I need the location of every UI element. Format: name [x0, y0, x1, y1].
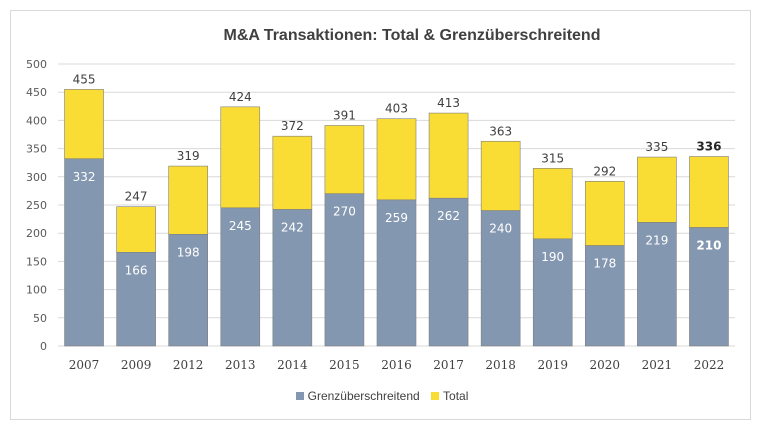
label-grenz-2014: 242 [281, 221, 304, 235]
bar-total-2015 [324, 125, 365, 195]
bar-grenz-2018 [480, 210, 521, 347]
bar-total-2021 [637, 156, 677, 223]
x-axis-ticks: 2007 2009 2012 2013 2014 2015 2016 2017 2018 2019… [69, 358, 724, 372]
y-tick-label-200: 200 [26, 227, 47, 240]
bar-total-2012 [168, 165, 208, 235]
y-tick-label-300: 300 [26, 171, 47, 184]
legend-swatch-total [431, 392, 440, 400]
y-tick-label-500: 500 [26, 58, 47, 71]
bar-total-2020 [585, 181, 625, 246]
bar-grenz-2016 [376, 199, 417, 347]
label-total-2021: 335 [645, 140, 668, 154]
label-grenz-2013: 245 [229, 219, 252, 233]
label-total-2014: 372 [281, 119, 304, 133]
data-labels: 455 332 247 166 319 198 424 245 372 242 391 270 403 2… [73, 72, 722, 277]
bar-grenz-2019 [532, 238, 573, 347]
label-grenz-2022: 210 [696, 239, 721, 253]
x-tick-label-2009: 2009 [121, 358, 152, 372]
label-grenz-2007: 332 [73, 170, 96, 184]
label-total-2007: 455 [73, 72, 96, 86]
bar-total-2009 [116, 206, 156, 253]
x-tick-label-2018: 2018 [485, 358, 516, 372]
x-tick-label-2007: 2007 [69, 358, 100, 372]
x-tick-label-2016: 2016 [381, 358, 412, 372]
label-total-2013: 424 [229, 90, 252, 104]
bar-total-2016 [376, 118, 417, 201]
bar-total-2019 [532, 168, 573, 240]
x-tick-label-2014: 2014 [277, 358, 308, 372]
legend-label-total: Total [443, 389, 469, 403]
label-grenz-2012: 198 [177, 245, 200, 259]
label-total-2020: 292 [593, 164, 616, 178]
label-total-2009: 247 [125, 190, 148, 204]
bar-grenz-2014 [272, 209, 313, 347]
label-grenz-2009: 166 [125, 263, 148, 277]
x-tick-label-2021: 2021 [642, 358, 673, 372]
y-tick-label-400: 400 [26, 114, 47, 127]
bar-grenz-2007 [64, 158, 104, 347]
bar-total-2014 [272, 135, 313, 210]
x-tick-label-2012: 2012 [173, 358, 204, 372]
legend-item-total: Total [431, 389, 468, 403]
label-total-2018: 363 [489, 124, 512, 138]
bar-grenz-2009 [116, 252, 156, 347]
y-tick-label-50: 50 [33, 312, 47, 325]
label-grenz-2020: 178 [593, 257, 616, 271]
bar-grenz-2020 [585, 245, 625, 347]
x-tick-label-2019: 2019 [537, 358, 568, 372]
legend-label-grenz: Grenzüberschreitend [307, 389, 420, 403]
label-grenz-2015: 270 [333, 205, 356, 219]
x-tick-label-2017: 2017 [433, 358, 464, 372]
label-total-2019: 315 [541, 151, 564, 165]
legend-item-grenz: Grenzüberschreitend [295, 389, 420, 403]
y-tick-label-100: 100 [26, 284, 47, 297]
chart-title: M&A Transaktionen: Total & Grenzüberschr… [223, 27, 601, 44]
label-grenz-2019: 190 [541, 250, 564, 264]
label-grenz-2016: 259 [385, 211, 408, 225]
label-total-2016: 403 [385, 102, 408, 116]
y-tick-label-150: 150 [26, 255, 47, 268]
label-total-2015: 391 [333, 108, 356, 122]
bar-total-2013 [220, 106, 261, 209]
x-tick-label-2022: 2022 [694, 358, 725, 372]
label-grenz-2017: 262 [437, 209, 460, 223]
legend-swatch-grenz [295, 392, 304, 400]
bar-grenz-2017 [428, 197, 469, 347]
bar-grenz-2015 [324, 193, 365, 347]
x-tick-label-2015: 2015 [329, 358, 360, 372]
label-grenz-2021: 219 [645, 233, 668, 247]
y-tick-label-350: 350 [26, 143, 47, 156]
bar-total-2017 [428, 112, 469, 199]
y-axis-ticks: 0 50 100 150 200 250 300 350 400 450 500 [26, 58, 47, 353]
legend: Grenzüberschreitend Total [0, 389, 764, 403]
bar-total-2007 [64, 89, 104, 160]
x-tick-label-2013: 2013 [225, 358, 256, 372]
label-grenz-2018: 240 [489, 222, 512, 236]
label-total-2017: 413 [437, 96, 460, 110]
bar-total-2018 [480, 140, 521, 211]
x-tick-label-2020: 2020 [590, 358, 621, 372]
bar-total-2022 [689, 156, 729, 228]
bar-grenz-2022 [689, 227, 729, 347]
y-tick-label-250: 250 [26, 199, 47, 212]
bar-grenz-2021 [637, 222, 677, 347]
label-total-2012: 319 [177, 149, 200, 163]
y-tick-label-0: 0 [40, 340, 47, 353]
y-tick-label-450: 450 [26, 86, 47, 99]
bar-grenz-2013 [220, 207, 261, 347]
label-total-2022: 336 [696, 139, 721, 153]
bar-grenz-2012 [168, 234, 208, 347]
bars [64, 89, 729, 347]
